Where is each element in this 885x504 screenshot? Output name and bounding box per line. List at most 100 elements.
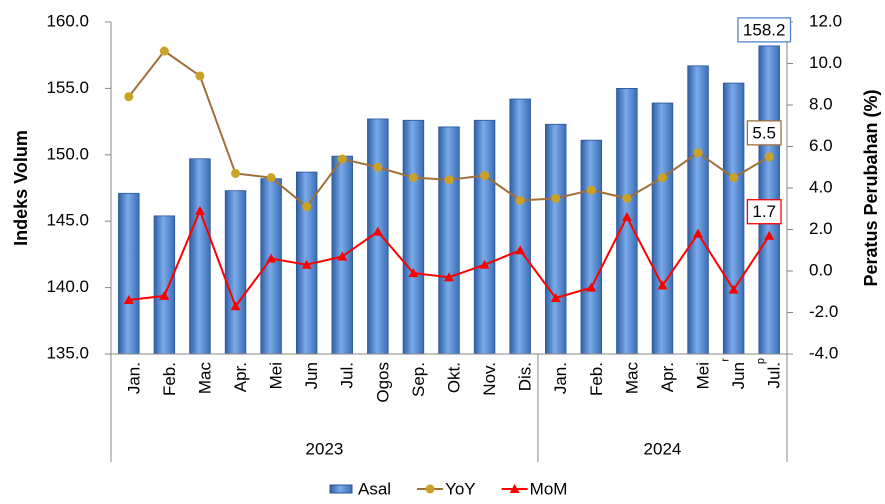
legend-marker	[509, 484, 520, 493]
x-tick-label: Mei	[267, 362, 286, 389]
marker	[159, 290, 170, 300]
bar	[651, 102, 674, 355]
y-tick-label: 160.0	[46, 11, 89, 30]
x-tick-label: Sep.	[409, 362, 428, 397]
data-label: 5.5	[752, 123, 776, 142]
marker	[195, 71, 205, 81]
marker	[159, 46, 169, 56]
legend-marker	[425, 484, 435, 494]
bar	[722, 82, 745, 355]
marker	[337, 154, 347, 164]
marker	[230, 301, 241, 311]
marker	[515, 245, 526, 255]
y-tick-label: 150.0	[46, 144, 89, 163]
marker	[231, 168, 241, 178]
y2-tick-label: 8.0	[809, 94, 833, 113]
y2-tick-label: 0.0	[809, 260, 833, 279]
marker	[622, 193, 632, 203]
legend-swatch	[329, 484, 353, 494]
legend-label: MoM	[530, 479, 568, 498]
x-tick-label: Ogos	[373, 362, 392, 403]
marker	[266, 253, 277, 263]
x-tick-label: Jun	[302, 362, 321, 389]
bar	[402, 119, 425, 355]
y-tick-label: 135.0	[46, 343, 89, 362]
bar	[687, 65, 709, 355]
bar	[224, 190, 247, 355]
marker	[479, 259, 490, 269]
x-tick-label: Apr.	[231, 362, 250, 392]
y2-tick-label: -2.0	[809, 302, 838, 321]
bar	[580, 139, 603, 355]
marker	[337, 251, 348, 261]
x-tick-label: Jun	[729, 362, 748, 389]
marker	[123, 295, 134, 305]
legend-label: YoY	[445, 479, 476, 498]
marker	[764, 152, 774, 162]
y-tick-label: 145.0	[46, 211, 89, 230]
marker	[373, 162, 383, 172]
marker	[764, 230, 775, 240]
bar	[153, 215, 176, 355]
marker	[408, 268, 419, 278]
marker	[515, 195, 525, 205]
x-tick-label: Jul.	[338, 362, 357, 388]
y2-tick-label: 6.0	[809, 136, 833, 155]
bar	[118, 192, 140, 355]
x-tick-label: Feb.	[587, 362, 606, 396]
x-tick-label: Feb.	[160, 362, 179, 396]
data-label: 1.7	[752, 202, 776, 221]
y2-tick-label: -4.0	[809, 343, 838, 362]
marker	[124, 92, 134, 102]
y2-tick-label: 4.0	[809, 177, 833, 196]
marker	[729, 173, 739, 183]
x-tick-label: Jan.	[124, 362, 143, 394]
marker	[693, 228, 704, 238]
marker	[444, 175, 454, 185]
marker	[657, 280, 668, 290]
group-label: 2023	[306, 439, 344, 458]
marker	[621, 212, 632, 222]
bar	[509, 98, 531, 355]
x-tick-label: Jan.	[551, 362, 570, 394]
bar	[616, 88, 638, 355]
marker	[266, 173, 276, 183]
marker	[551, 193, 561, 203]
label-box	[746, 199, 782, 225]
x-tick-label: Mac	[195, 362, 214, 395]
category-note: p	[755, 358, 767, 364]
category-note: r	[720, 358, 732, 362]
bar	[545, 123, 567, 355]
marker	[480, 171, 490, 181]
marker	[372, 226, 383, 236]
x-tick-label: Nov.	[480, 362, 499, 396]
marker	[586, 282, 597, 292]
bar	[438, 126, 460, 355]
data-label: 158.2	[743, 20, 786, 39]
y2-tick-label: 2.0	[809, 219, 833, 238]
y-axis-title: Indeks Volum	[11, 130, 31, 246]
label-box	[737, 17, 792, 43]
marker	[550, 292, 561, 302]
x-tick-label: Mei	[694, 362, 713, 389]
x-tick-label: Apr.	[658, 362, 677, 392]
bar	[473, 119, 496, 355]
bar	[260, 178, 282, 355]
marker	[586, 185, 596, 195]
label-box	[746, 120, 782, 146]
x-tick-label: Mac	[622, 362, 641, 395]
y-tick-label: 140.0	[46, 277, 89, 296]
x-tick-label: Jul.	[765, 362, 784, 388]
marker	[301, 259, 312, 269]
marker	[302, 202, 312, 212]
x-tick-label: Okt.	[444, 362, 463, 393]
marker	[728, 284, 739, 294]
bar	[189, 158, 211, 355]
y2-tick-label: 10.0	[809, 53, 842, 72]
marker	[444, 272, 454, 282]
y2-tick-label: 12.0	[809, 11, 842, 30]
y2-axis-title: Peratus Perubahan (%)	[861, 89, 881, 286]
x-tick-label: Dis.	[516, 362, 535, 391]
marker	[194, 205, 205, 215]
